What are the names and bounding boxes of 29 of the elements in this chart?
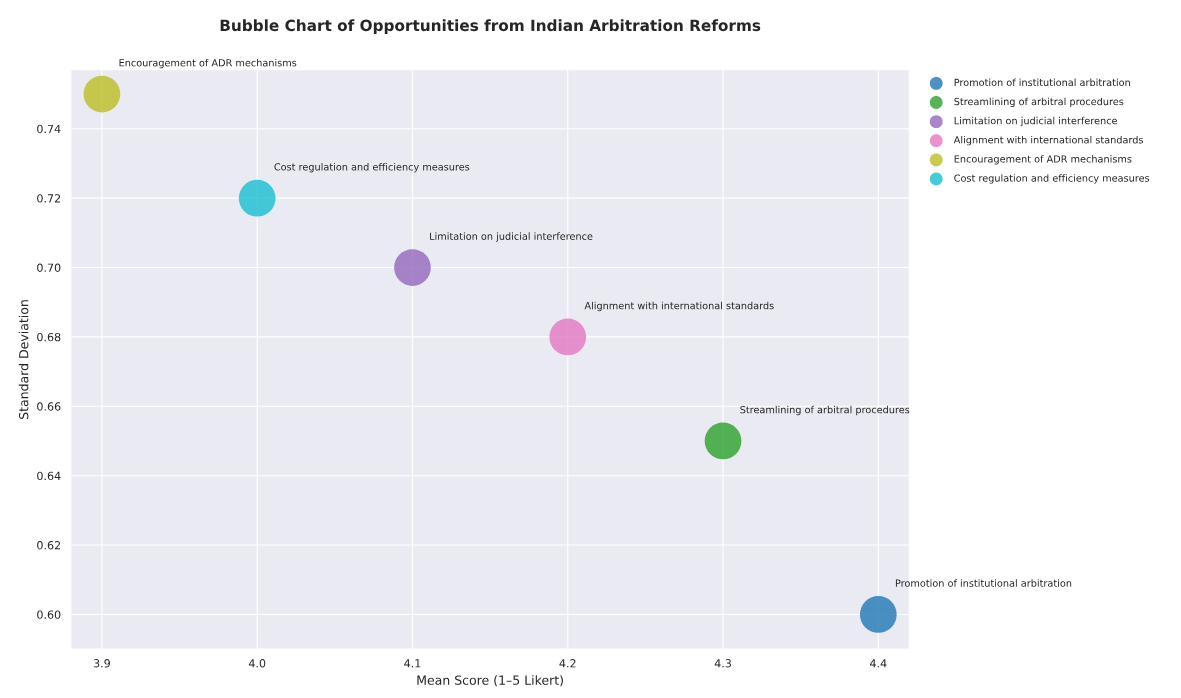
y-tick-label: 0.74 <box>37 124 61 134</box>
x-tick-label: 3.9 <box>93 659 110 668</box>
x-tick-label: 4.3 <box>714 659 731 668</box>
y-tick-label: 0.68 <box>37 332 61 342</box>
annotation: Streamlining of arbitral procedures <box>740 405 910 416</box>
annotation: Alignment with international standards <box>584 301 774 312</box>
x-tick-label: 4.4 <box>870 659 887 668</box>
y-tick-label: 0.66 <box>37 402 61 411</box>
x-tick-label: 4.0 <box>248 659 266 668</box>
x-axis-title: Mean Score (1–5 Likert) <box>417 675 563 687</box>
y-tick-label: 0.70 <box>37 263 61 272</box>
legend-label: Alignment with international standards <box>953 135 1144 146</box>
legend-label: Encouragement of ADR mechanisms <box>954 155 1132 165</box>
legend-label: Cost regulation and efficiency measures <box>954 174 1150 184</box>
y-tick-label: 0.62 <box>37 541 61 550</box>
chart-title: Bubble Chart of Opportunities from Indian Arbitration Reforms <box>220 19 761 35</box>
x-tick-label: 4.2 <box>559 659 576 668</box>
text: Encouragement of ADR mechanisms <box>119 58 297 69</box>
x-tick-label: 4.1 <box>404 659 421 668</box>
legend-label: Streamlining of arbitral procedures <box>954 97 1124 108</box>
annotation: Cost regulation and efficiency measures <box>274 162 470 173</box>
legend-label: Limitation on judicial interference <box>954 116 1118 127</box>
annotation: Promotion of institutional arbitration <box>895 579 1072 587</box>
y-tick-label: 0.60 <box>37 610 61 619</box>
annotation: Limitation on judicial interference <box>430 232 593 242</box>
legend-label: Promotion of institutional arbitration <box>954 78 1130 87</box>
y-axis-title: Standard Deviation <box>18 300 29 419</box>
y-tick-label: 0.72 <box>37 194 61 203</box>
y-tick-label: 0.64 <box>37 471 61 481</box>
